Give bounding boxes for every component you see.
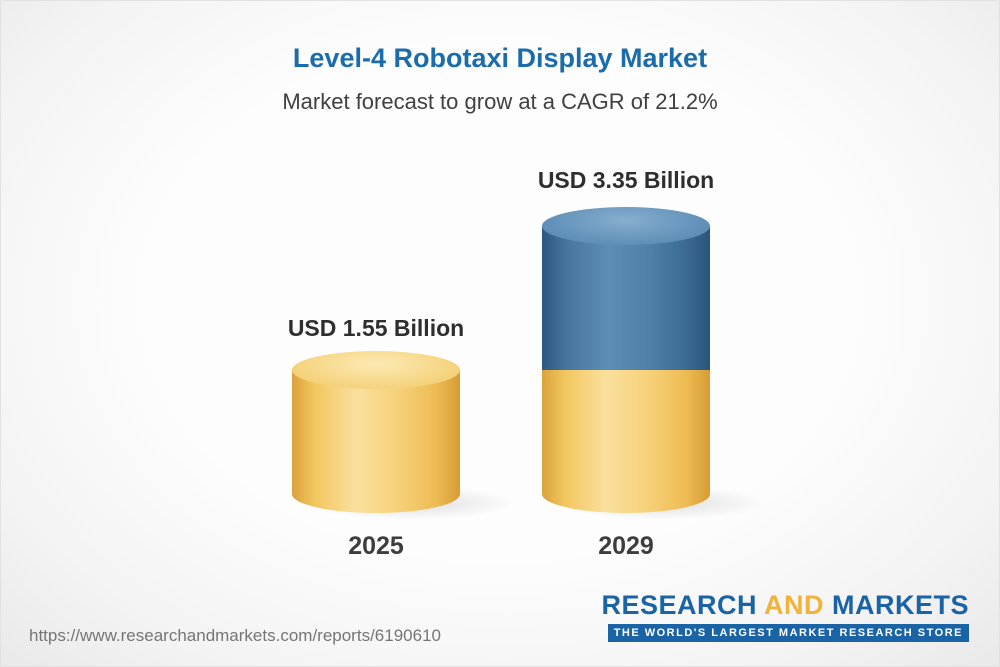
bar-2025-top-cap — [292, 351, 460, 389]
logo-tagline: THE WORLD'S LARGEST MARKET RESEARCH STOR… — [607, 624, 969, 642]
bar-2029-blue-segment — [542, 207, 710, 370]
report-url: https://www.researchandmarkets.com/repor… — [29, 626, 441, 645]
bar-2029-top-cap — [542, 207, 710, 245]
x-axis-label-2025: 2025 — [348, 532, 404, 560]
bar-2025-bottom-cap — [292, 475, 460, 513]
bar-2025 — [292, 351, 460, 513]
x-axis-label-2029: 2029 — [598, 532, 654, 560]
bar-2029-bottom-cap — [542, 475, 710, 513]
bar-2025-value-label: USD 1.55 Billion — [287, 315, 465, 341]
research-and-markets-logo: RESEARCH AND MARKETS THE WORLD'S LARGEST… — [601, 590, 969, 642]
bar-2029-yellow-segment — [542, 370, 710, 513]
logo-word-research: RESEARCH — [601, 590, 757, 620]
logo-word-markets: MARKETS — [832, 590, 969, 620]
bar-2029-value-label: USD 3.35 Billion — [537, 167, 715, 193]
logo-wordmark: RESEARCH AND MARKETS — [601, 590, 969, 621]
chart-subtitle: Market forecast to grow at a CAGR of 21.… — [282, 89, 718, 114]
chart-title: Level-4 Robotaxi Display Market — [292, 43, 708, 73]
bar-2029 — [542, 207, 710, 513]
bar-2025-body — [292, 351, 460, 513]
logo-word-and: AND — [763, 590, 824, 620]
